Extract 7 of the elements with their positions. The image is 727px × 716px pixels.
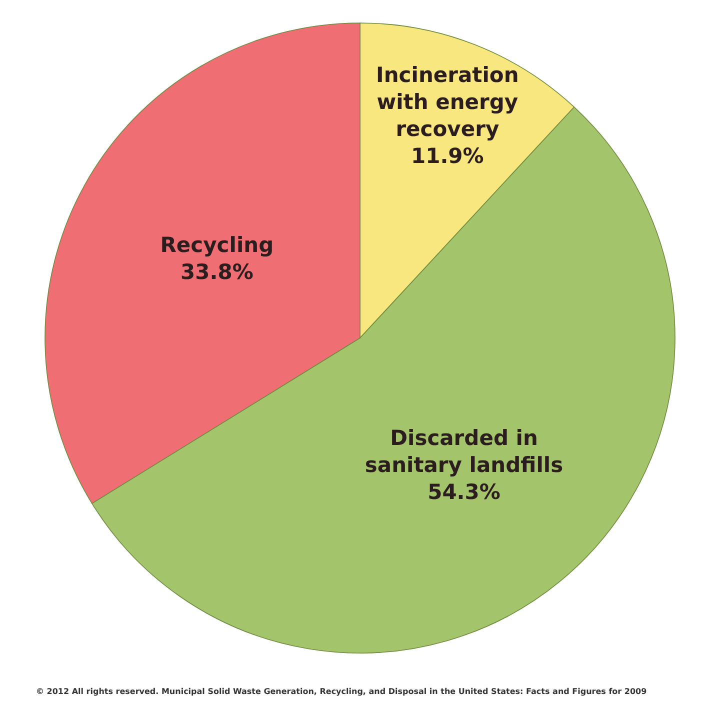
slice-label: Recycling xyxy=(160,233,274,258)
slice-label: Incineration with energy recovery xyxy=(376,62,519,141)
data-label: 33.8% xyxy=(180,260,254,284)
data-label: 11.9% xyxy=(411,144,484,168)
text: © 2012 All rights reserved. Municipal Solid Waste Generation, Recycling, and Disposal in the United States: Facts and Figures for 2009 xyxy=(36,687,648,696)
data-label: 54.3% xyxy=(428,480,500,504)
slice-label: Discarded in sanitary landfills xyxy=(364,426,564,477)
